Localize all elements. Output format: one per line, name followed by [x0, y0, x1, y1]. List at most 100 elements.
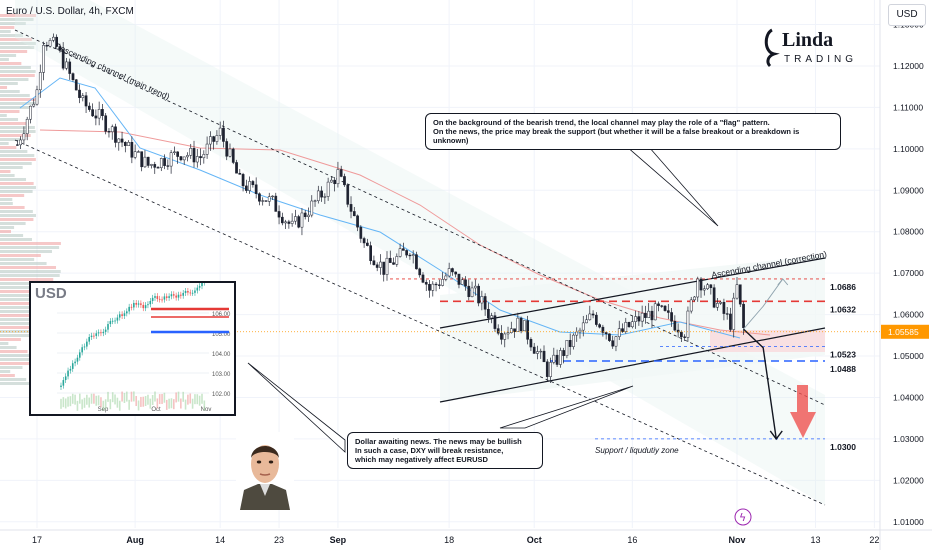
candle-body: [19, 139, 22, 146]
candle-body: [78, 89, 81, 98]
candle-body: [294, 216, 297, 222]
volume-profile-bar: [0, 246, 60, 249]
candle-body: [261, 200, 265, 202]
currency-button[interactable]: USD: [888, 4, 926, 26]
volume-profile-bar: [0, 206, 25, 209]
inset-candle-body: [128, 306, 130, 312]
inset-volume-bar: [198, 395, 201, 406]
inset-candle-body: [74, 361, 76, 364]
inset-candle-body: [62, 380, 65, 386]
candle-body: [140, 151, 144, 168]
volume-profile-bar: [0, 322, 54, 325]
candle-body: [680, 331, 683, 338]
inset-candle-body: [102, 331, 105, 334]
candle-body: [470, 287, 474, 297]
candle-body: [369, 245, 372, 261]
candle-body: [673, 321, 677, 331]
candle-body: [150, 164, 153, 166]
candle-body: [483, 296, 487, 310]
candle-body: [137, 151, 140, 153]
candle-body: [333, 179, 337, 185]
bottom-callout: Dollar awaiting news. The news may be bu…: [347, 432, 543, 469]
candle-body: [349, 204, 353, 212]
candle-body: [258, 193, 261, 202]
volume-profile-bar: [0, 190, 33, 193]
volume-profile-bar: [0, 278, 54, 281]
event-badge[interactable]: [734, 508, 752, 526]
volume-profile-bar: [0, 66, 31, 69]
candle-body: [490, 315, 494, 319]
candles: [16, 33, 745, 384]
inset-volume-bar: [76, 400, 79, 411]
candle-body: [519, 317, 523, 332]
candle-body: [689, 299, 693, 312]
candle-body: [274, 195, 278, 212]
inset-candle-body: [76, 357, 79, 362]
inset-candle-body: [123, 313, 126, 316]
inset-candle-body: [196, 287, 199, 291]
x-tick-label: Oct: [527, 535, 542, 545]
volume-profile-bar: [0, 86, 8, 89]
candle-body: [307, 214, 310, 218]
candle-body: [473, 285, 477, 289]
inset-candle-body: [168, 296, 170, 298]
candle-body: [562, 350, 565, 356]
candle-body: [38, 72, 42, 91]
candle-body: [218, 127, 222, 136]
volume-profile-bar: [0, 150, 28, 153]
candle-body: [228, 148, 232, 157]
candle-body: [647, 310, 651, 318]
candle-body: [379, 261, 382, 268]
inset-title: USD: [35, 285, 67, 302]
candle-body: [130, 142, 134, 158]
inset-candle-body: [142, 304, 145, 309]
inset-volume-bar: [114, 394, 116, 405]
candle-body: [94, 115, 98, 119]
candle-body: [536, 351, 539, 354]
inset-volume-bar: [189, 393, 192, 404]
y-tick-label: 1.08000: [893, 227, 924, 237]
volume-profile-bar: [0, 62, 22, 65]
inset-candle-body: [79, 352, 81, 358]
inset-volume-bar: [137, 400, 140, 411]
top-callout: On the background of the bearish trend, …: [425, 113, 841, 150]
inset-volume-bar: [173, 399, 175, 410]
candle-body: [526, 320, 530, 340]
candle-body: [271, 195, 274, 198]
candle-body: [195, 156, 199, 163]
inset-volume-bar: [69, 396, 72, 407]
inset-candle-body: [137, 303, 140, 305]
inset-candle-body: [64, 376, 67, 381]
candle-body: [706, 284, 709, 290]
inset-volume-bar: [109, 399, 112, 410]
candle-body: [431, 283, 435, 291]
inset-volume-bar: [177, 391, 180, 402]
inset-volume-bar: [60, 398, 62, 409]
bottom-callout-pointer-left: [247, 362, 346, 453]
candle-body: [107, 131, 111, 133]
inset-candle-body: [191, 292, 194, 294]
x-tick-label: 16: [627, 535, 637, 545]
candle-body: [506, 332, 510, 335]
volume-profile-bar: [0, 314, 32, 317]
volume-profile-bar: [0, 250, 52, 253]
inset-candle-body: [83, 346, 86, 348]
candle-body: [709, 284, 713, 288]
candle-body: [153, 164, 157, 168]
inset-y-label: 106.00: [212, 312, 231, 318]
inset-volume-bar: [83, 397, 86, 408]
candle-body: [356, 215, 359, 228]
volume-profile-bar: [0, 266, 57, 269]
inset-volume-bar: [154, 391, 156, 402]
volume-profile-bar: [0, 74, 35, 77]
inset-volume-bar: [151, 395, 154, 406]
inset-candle-body: [149, 301, 152, 305]
candle-body: [297, 216, 301, 228]
inset-y-label: 102.00: [212, 392, 231, 398]
inset-volume-bar: [158, 394, 161, 405]
volume-profile-bar: [0, 138, 22, 141]
candle-body: [231, 148, 235, 163]
candle-body: [104, 115, 108, 132]
volume-profile-bar: [0, 218, 34, 221]
level-label: 1.0488: [830, 364, 856, 374]
